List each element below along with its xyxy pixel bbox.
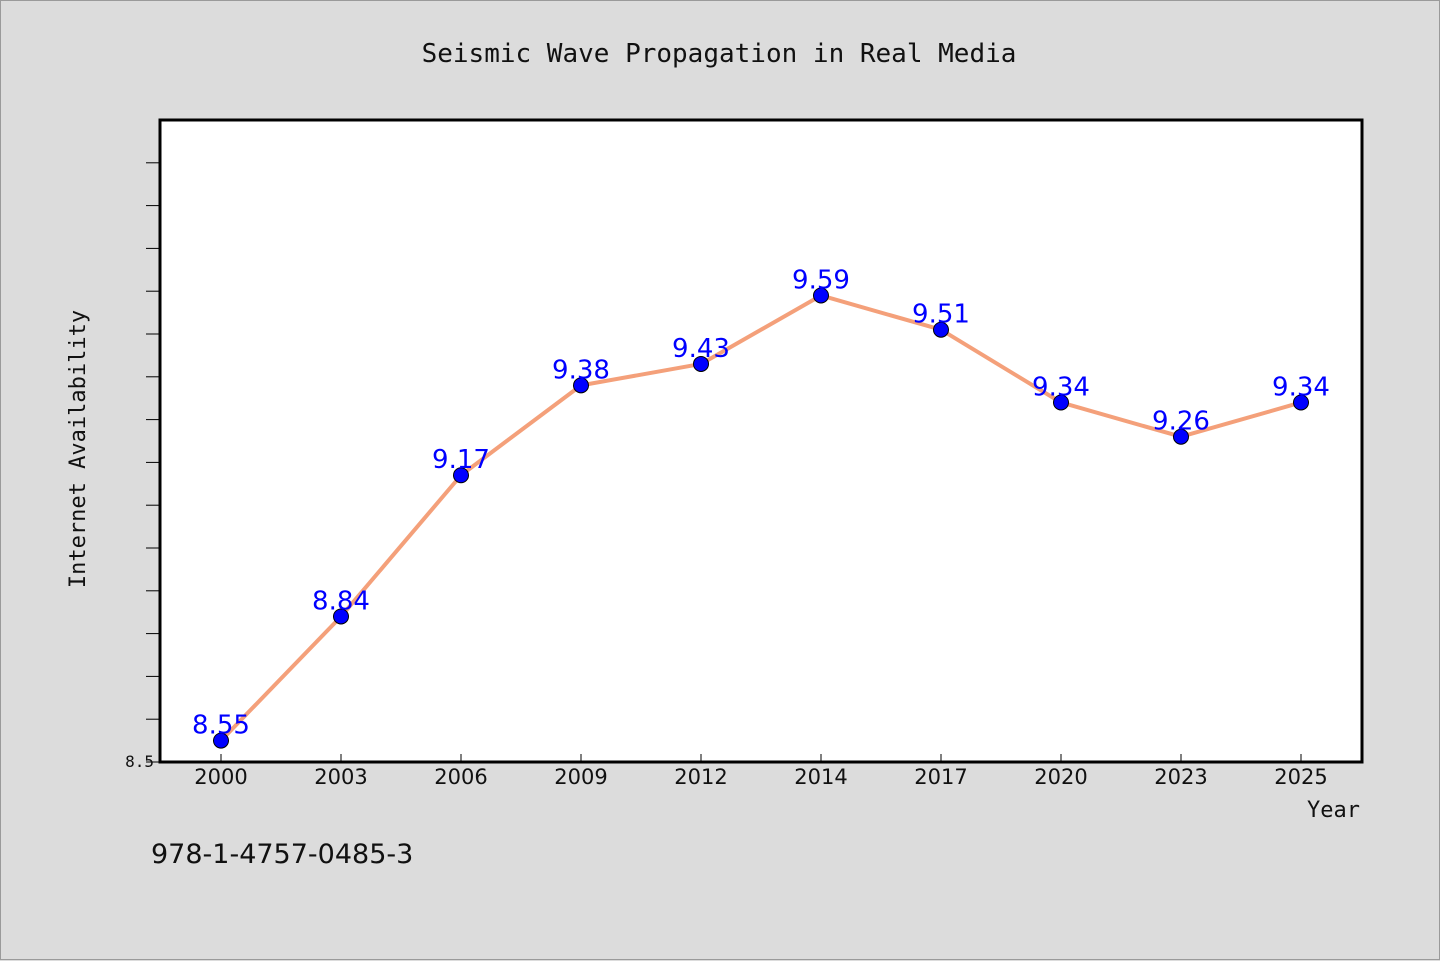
data-point-marker — [453, 467, 469, 484]
data-label: 9.34 — [1272, 372, 1330, 402]
x-tick-label: 2025 — [1274, 765, 1327, 789]
x-tick-label: 2006 — [434, 765, 487, 789]
x-tick-label: 2023 — [1154, 765, 1207, 789]
x-axis-tick-labels: 2000 2003 2006 2009 2012 2014 2017 2020 2023 2025 — [194, 765, 1327, 789]
data-labels-group: 8.55 8.84 9.17 9.38 9.43 9.59 9.51 9.34 9.26 9.34 — [192, 265, 1330, 740]
data-label: 9.26 — [1152, 407, 1210, 437]
isbn-text: 978-1-4757-0485-3 — [151, 839, 413, 870]
x-axis-ticks — [220, 754, 1302, 762]
data-label: 9.51 — [912, 300, 970, 330]
chart-title: Seismic Wave Propagation in Real Media — [422, 39, 1017, 69]
data-point-marker — [1293, 394, 1309, 411]
x-tick-label: 2009 — [554, 765, 607, 789]
data-point-marker — [213, 732, 229, 749]
data-point-marker — [573, 377, 589, 394]
data-point-marker — [333, 608, 349, 625]
data-label: 8.84 — [312, 586, 370, 616]
series-line — [219, 293, 1302, 742]
series-line-group — [219, 293, 1302, 742]
y-axis-label: Internet Availability — [66, 310, 91, 588]
plot-area — [158, 118, 1364, 764]
data-point-marker — [933, 321, 949, 338]
data-label: 9.38 — [552, 355, 610, 385]
data-label: 9.17 — [432, 445, 490, 475]
markers-group — [213, 287, 1309, 749]
x-axis-label: Year — [1307, 798, 1360, 823]
data-label: 9.34 — [1032, 372, 1090, 402]
data-label: 9.43 — [672, 334, 730, 364]
x-tick-label: 2020 — [1034, 765, 1087, 789]
x-tick-label: 2014 — [794, 765, 847, 789]
data-point-marker — [1173, 428, 1189, 445]
x-tick-label: 2003 — [314, 765, 367, 789]
data-point-marker — [813, 287, 829, 304]
data-label: 8.55 — [192, 711, 250, 741]
data-label: 9.59 — [792, 265, 850, 295]
x-tick-label: 2000 — [194, 765, 247, 789]
x-tick-label: 2012 — [674, 765, 727, 789]
y-axis-ticks — [146, 162, 160, 763]
x-tick-label: 2017 — [914, 765, 967, 789]
data-point-marker — [1053, 394, 1069, 411]
data-point-marker — [693, 355, 709, 372]
y-tick-label: 8.5 — [125, 752, 154, 771]
